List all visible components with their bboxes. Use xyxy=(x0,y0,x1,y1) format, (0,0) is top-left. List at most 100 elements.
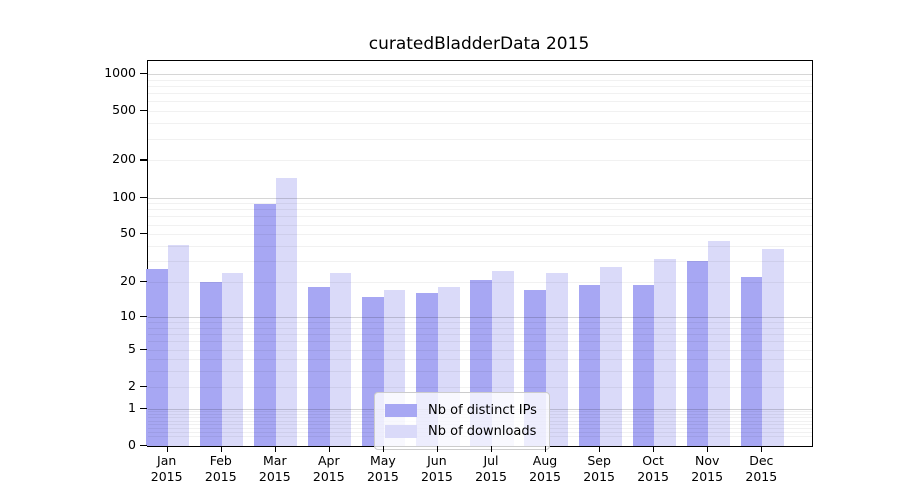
x-tick-label: Jun 2015 xyxy=(409,453,465,484)
y-tick xyxy=(140,348,147,350)
x-tick xyxy=(436,446,439,452)
y-tick xyxy=(140,407,147,409)
x-tick xyxy=(220,446,222,452)
x-tick xyxy=(491,446,493,452)
x-tick-label-year: 2015 xyxy=(475,468,507,484)
y-tick-label: 100 xyxy=(112,188,136,204)
x-tick-label-month: May xyxy=(369,453,396,468)
bar-mar-downloads xyxy=(275,177,298,446)
x-tick-label-year: 2015 xyxy=(204,468,237,484)
major-gridline xyxy=(148,73,812,75)
minor-gridline xyxy=(148,160,812,162)
y-tick xyxy=(140,315,147,318)
x-tick-label: Nov 2015 xyxy=(679,453,735,484)
minor-gridline xyxy=(148,93,812,95)
bar-jan-downloads xyxy=(167,244,190,446)
bar-jan-ips xyxy=(146,268,168,446)
x-tick-label: Mar 2015 xyxy=(247,453,303,484)
x-tick xyxy=(761,446,763,452)
legend-item-distinct-ips: Nb of distinct IPs xyxy=(385,400,537,421)
minor-gridline xyxy=(148,386,812,388)
x-tick-label: May 2015 xyxy=(355,453,411,484)
x-tick-label-year: 2015 xyxy=(529,468,561,484)
minor-gridline xyxy=(148,209,812,211)
minor-gridline xyxy=(148,224,812,226)
x-tick-label-month: Apr xyxy=(317,453,340,468)
legend-swatch-distinct-ips xyxy=(385,404,417,417)
y-tick-label: 5 xyxy=(128,340,136,356)
x-tick-label-month: Oct xyxy=(642,453,664,468)
y-tick-label: 200 xyxy=(112,151,136,167)
x-tick xyxy=(328,446,330,452)
y-tick xyxy=(140,196,147,198)
x-tick-label: Jul 2015 xyxy=(463,453,519,484)
x-tick-label-month: Jul xyxy=(483,453,499,468)
legend-swatch-downloads xyxy=(385,425,417,438)
x-tick-label-year: 2015 xyxy=(420,468,453,484)
bar-mar-ips xyxy=(254,204,276,446)
x-tick-label: Apr 2015 xyxy=(301,453,357,484)
x-tick-label-month: Sep xyxy=(587,453,611,468)
minor-gridline xyxy=(148,334,812,335)
x-tick-label-month: Aug xyxy=(532,453,558,468)
bar-dec-downloads xyxy=(762,248,784,446)
y-tick xyxy=(140,385,147,387)
legend-label-downloads: Nb of downloads xyxy=(428,424,537,439)
bar-aug-downloads xyxy=(546,272,568,446)
minor-gridline xyxy=(148,322,812,323)
x-tick-label-month: Dec xyxy=(749,453,774,468)
x-tick-label-month: Feb xyxy=(209,453,232,468)
minor-gridline xyxy=(148,349,812,351)
x-tick-label-month: Mar xyxy=(263,453,287,468)
minor-gridline xyxy=(148,246,812,247)
y-tick-label: 10 xyxy=(120,307,136,323)
x-tick xyxy=(545,446,547,452)
legend: Nb of distinct IPs Nb of downloads xyxy=(374,392,550,450)
bar-feb-ips xyxy=(200,282,222,446)
minor-gridline xyxy=(148,261,812,263)
bar-dec-ips xyxy=(740,277,763,446)
minor-gridline xyxy=(148,101,812,103)
bar-feb-downloads xyxy=(221,272,244,446)
major-gridline xyxy=(148,316,812,318)
bar-nov-ips xyxy=(686,261,709,446)
legend-label-distinct-ips: Nb of distinct IPs xyxy=(428,403,537,418)
minor-gridline xyxy=(148,123,812,125)
x-tick-label-month: Nov xyxy=(694,453,720,468)
x-tick-label-month: Jun xyxy=(427,453,447,468)
minor-gridline xyxy=(148,203,812,205)
x-tick xyxy=(166,446,168,452)
minor-gridline xyxy=(148,85,812,87)
chart-title: curatedBladderData 2015 xyxy=(368,34,590,54)
bar-sep-downloads xyxy=(600,266,622,446)
y-tick-label: 50 xyxy=(120,225,136,241)
y-tick-label: 20 xyxy=(120,273,136,288)
y-tick-label: 2 xyxy=(128,377,136,393)
minor-gridline xyxy=(148,111,812,113)
x-tick xyxy=(599,446,601,452)
x-tick-label: Jan 2015 xyxy=(139,453,195,484)
x-tick xyxy=(274,446,276,452)
x-tick-label: Aug 2015 xyxy=(517,453,573,484)
x-tick xyxy=(653,446,655,452)
x-tick-label: Feb 2015 xyxy=(193,453,249,484)
minor-gridline xyxy=(148,371,812,373)
x-tick-label-year: 2015 xyxy=(150,468,183,484)
bar-apr-ips xyxy=(308,287,330,446)
x-tick-label-year: 2015 xyxy=(637,468,669,484)
y-tick xyxy=(140,72,147,75)
x-tick-label-year: 2015 xyxy=(691,468,724,484)
x-tick-label: Dec 2015 xyxy=(733,453,789,484)
y-tick-label: 500 xyxy=(112,102,136,118)
x-tick xyxy=(707,446,709,452)
minor-gridline xyxy=(148,234,812,236)
y-tick xyxy=(140,159,147,161)
minor-gridline xyxy=(148,79,812,81)
bar-apr-downloads xyxy=(329,272,352,446)
x-tick-label: Sep 2015 xyxy=(571,453,627,484)
x-tick-label-year: 2015 xyxy=(312,468,345,484)
x-tick-label-year: 2015 xyxy=(258,468,291,484)
y-tick-label: 1000 xyxy=(104,64,136,80)
x-tick xyxy=(382,446,385,452)
